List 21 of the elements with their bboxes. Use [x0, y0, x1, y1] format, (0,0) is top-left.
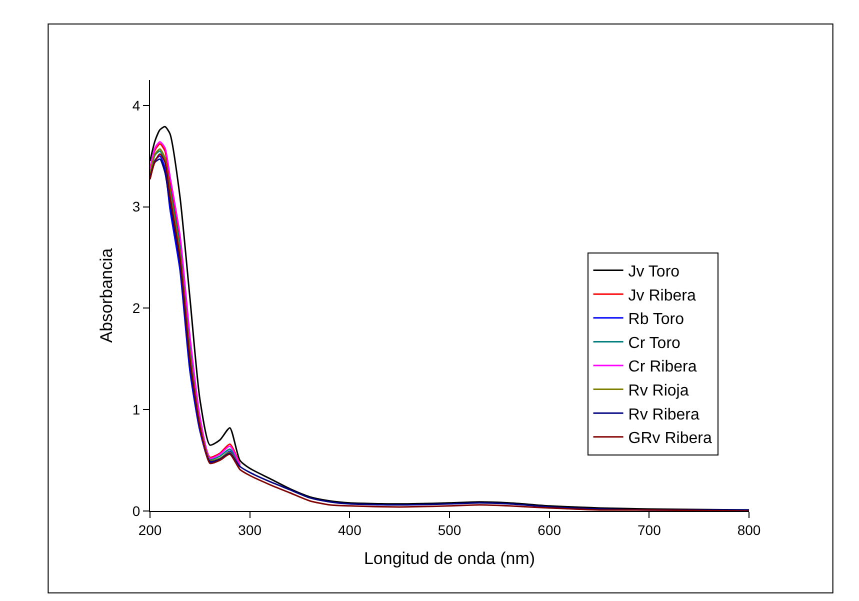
- y-axis-title: Absorbancia: [96, 248, 116, 343]
- x-tick-label: 500: [438, 522, 462, 538]
- x-tick-label: 400: [338, 522, 362, 538]
- y-tick-label: 3: [132, 198, 140, 215]
- legend-label: Jv Ribera: [628, 287, 696, 304]
- legend-label: Cr Toro: [628, 334, 681, 352]
- legend-label: GRv Ribera: [628, 430, 712, 448]
- y-tick-label: 4: [132, 97, 140, 114]
- y-tick-label: 1: [132, 401, 140, 418]
- y-tick-label: 0: [132, 502, 140, 519]
- x-axis-title: Longitud de onda (nm): [364, 549, 536, 568]
- x-tick-label: 600: [538, 522, 562, 538]
- y-tick-label: 2: [132, 300, 140, 316]
- legend-label: Rv Ribera: [628, 406, 700, 424]
- x-tick-label: 800: [737, 522, 761, 538]
- legend-label: Jv Toro: [628, 264, 680, 281]
- legend-label: Rv Rioja: [628, 382, 689, 400]
- x-tick-label: 700: [637, 522, 662, 538]
- x-tick-label: 300: [238, 522, 262, 538]
- x-tick-label: 200: [138, 522, 162, 538]
- legend-label: Rb Toro: [628, 311, 684, 328]
